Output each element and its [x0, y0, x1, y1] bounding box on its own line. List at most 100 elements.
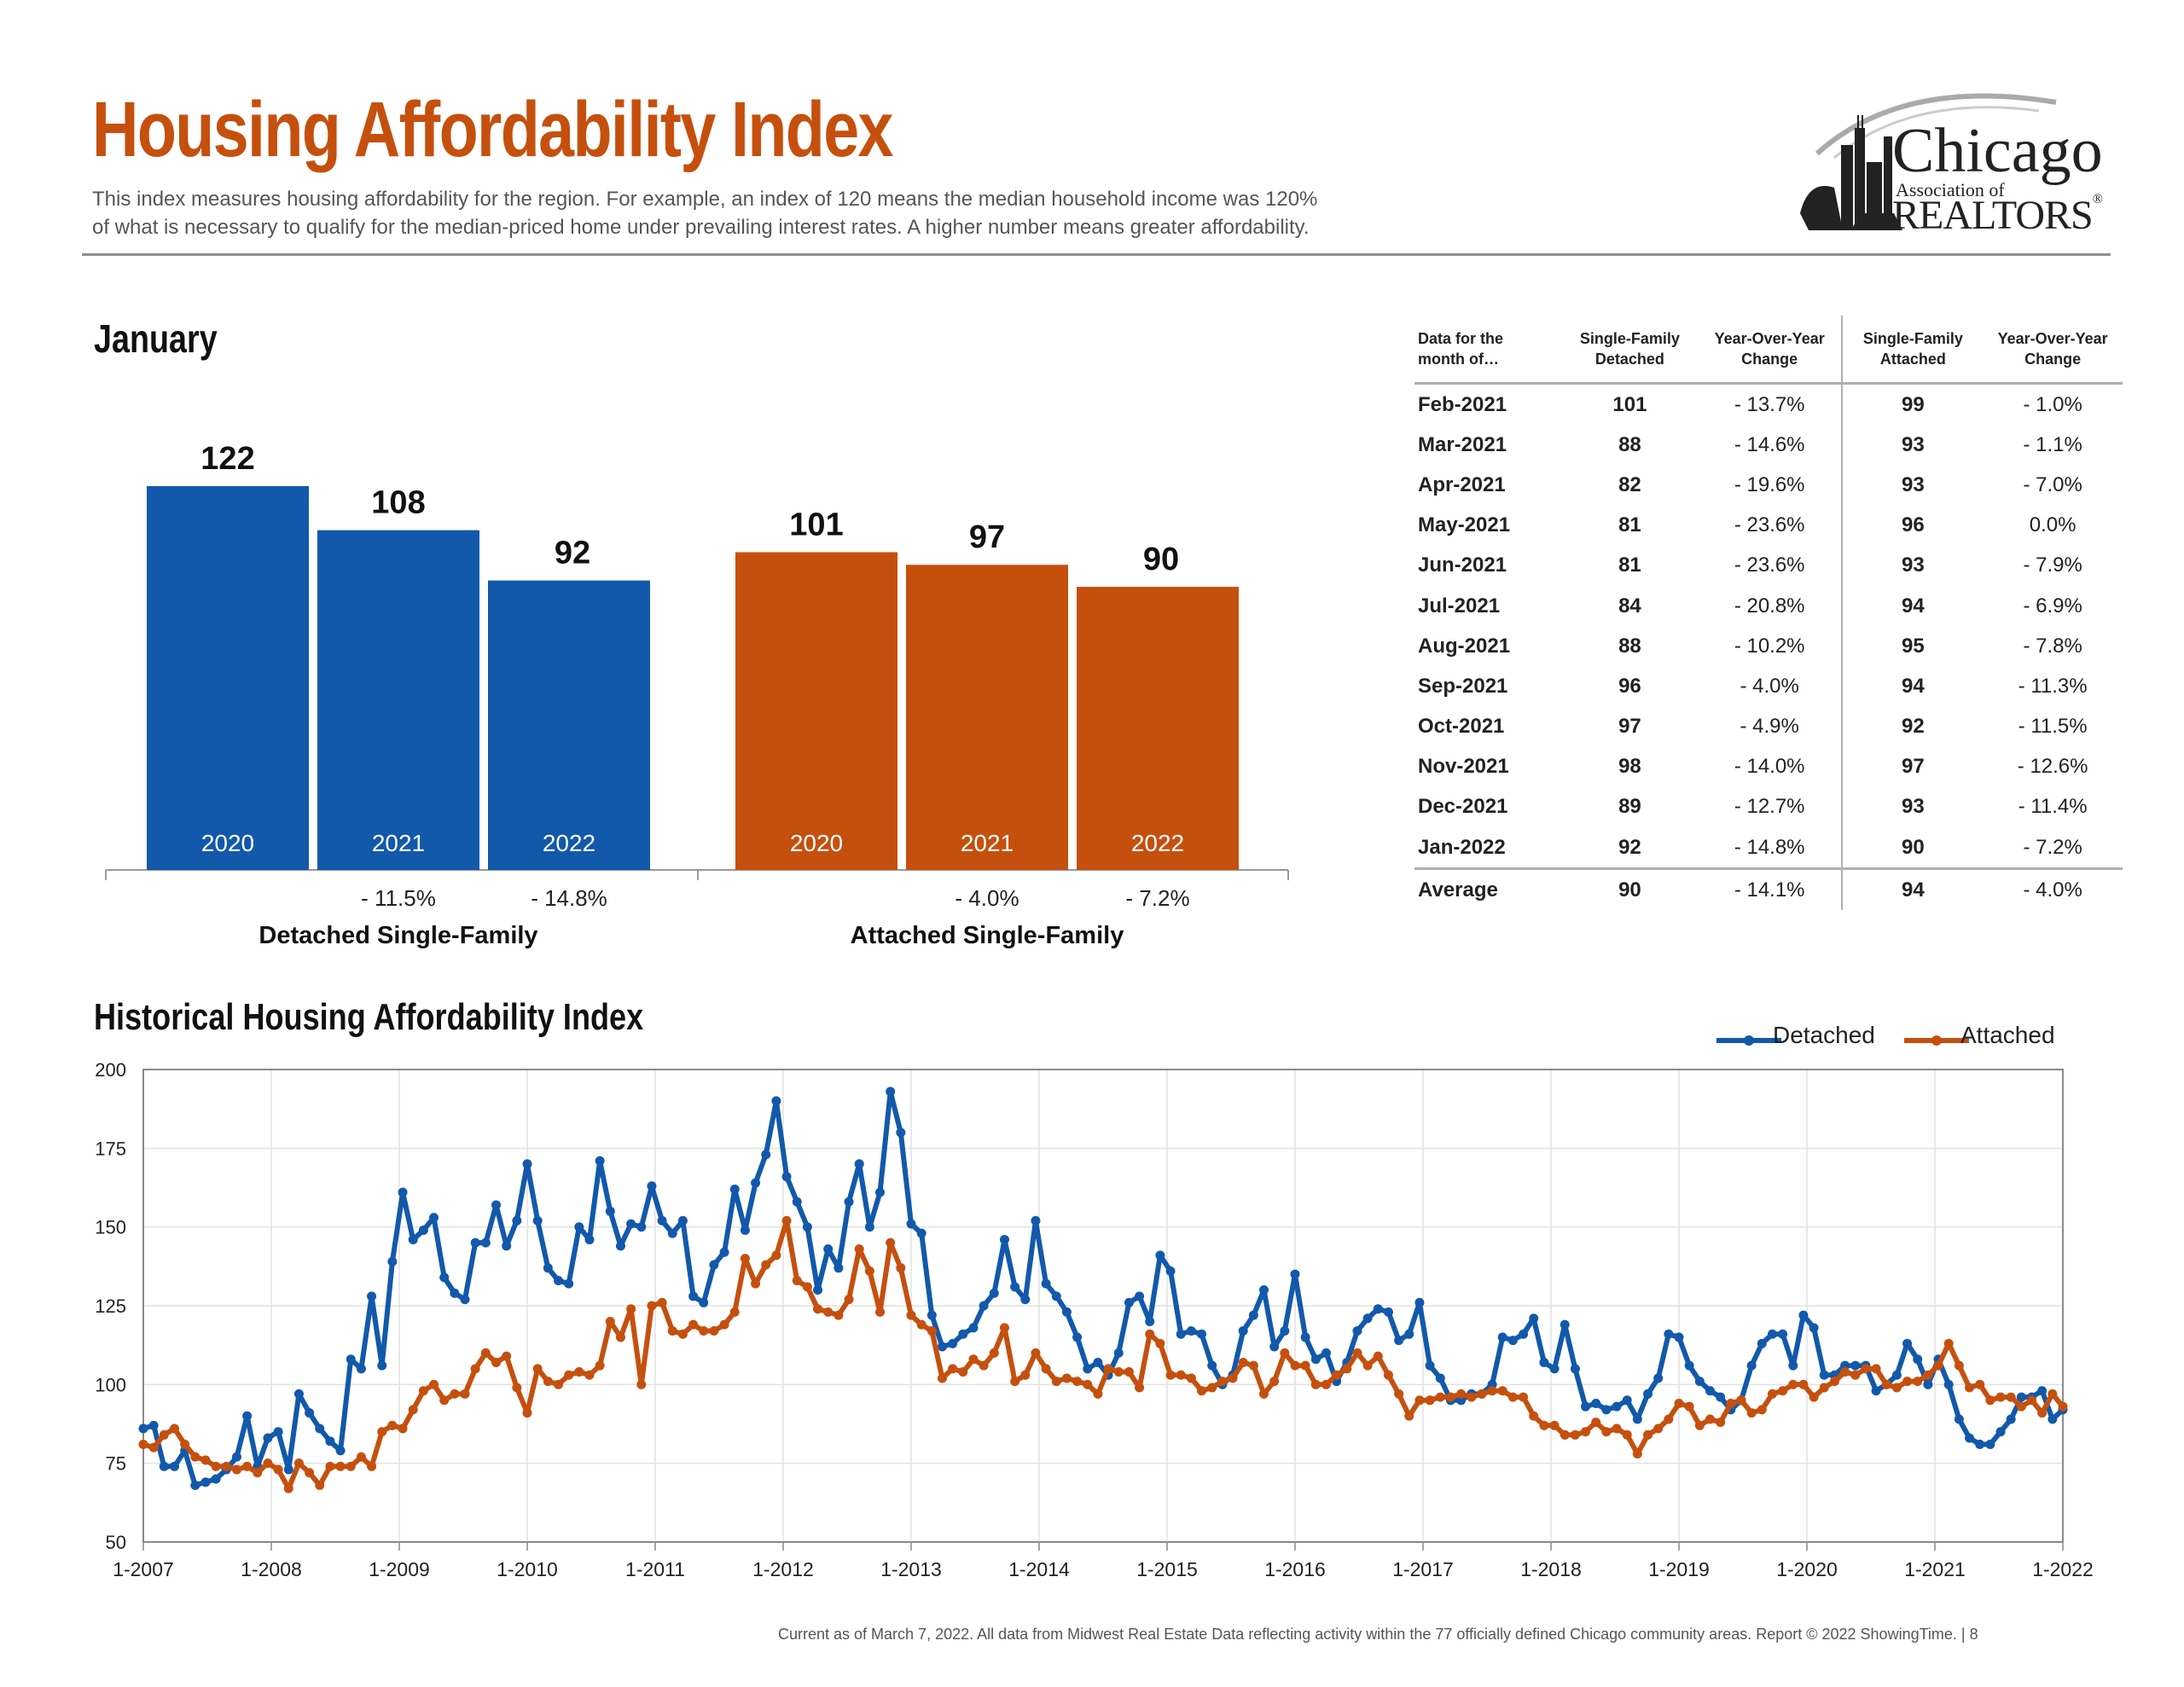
series-point-attached	[1757, 1405, 1767, 1415]
series-point-detached	[699, 1297, 709, 1307]
series-point-detached	[1145, 1316, 1155, 1326]
table-row: Mar-2021 88 - 14.6% 93 - 1.1%	[1414, 425, 2123, 466]
row-month: Average	[1414, 867, 1562, 911]
series-point-detached	[200, 1477, 211, 1487]
bar-value-label: 122	[200, 441, 254, 477]
series-point-attached	[1664, 1414, 1674, 1424]
series-point-detached	[926, 1310, 937, 1320]
series-point-attached	[584, 1370, 595, 1380]
series-point-attached	[1352, 1348, 1362, 1358]
series-point-attached	[491, 1357, 502, 1367]
series-point-attached	[699, 1326, 709, 1336]
series-point-detached	[844, 1197, 854, 1207]
series-point-attached	[2016, 1401, 2026, 1412]
x-tick-label: 1-2019	[1648, 1558, 1710, 1580]
bar-value-label: 97	[969, 519, 1005, 555]
series-point-attached	[221, 1461, 231, 1471]
series-point-detached	[1871, 1386, 1881, 1396]
series-point-attached	[854, 1244, 864, 1255]
series-point-detached	[636, 1222, 647, 1232]
series-point-attached	[1975, 1379, 1985, 1389]
series-point-detached	[1643, 1388, 1653, 1399]
series-point-attached	[1113, 1367, 1124, 1377]
series-point-detached	[802, 1222, 812, 1232]
series-point-attached	[242, 1461, 253, 1471]
series-point-detached	[792, 1197, 802, 1207]
series-point-attached	[367, 1461, 377, 1471]
x-tick-label: 1-2022	[2032, 1558, 2094, 1580]
series-point-detached	[460, 1295, 470, 1305]
col-header-attached: Single-Family Attached	[1842, 316, 1984, 385]
series-point-detached	[335, 1446, 346, 1456]
row-detached-value: 81	[1618, 554, 1641, 577]
legend-detached-label: Detached	[1773, 1022, 1875, 1048]
series-point-detached	[740, 1225, 750, 1235]
row-attached-change: - 7.9%	[2023, 554, 2082, 577]
series-point-detached	[1373, 1304, 1383, 1314]
row-month: Nov-2021	[1418, 755, 1509, 779]
series-point-attached	[1954, 1360, 1964, 1371]
series-point-attached	[1332, 1370, 1342, 1380]
series-point-detached	[367, 1291, 377, 1301]
series-point-detached	[979, 1301, 989, 1311]
bar-category-label: 2020	[790, 830, 843, 856]
col-header-month: Data for the month of…	[1414, 316, 1562, 385]
skyline-logo-icon	[1800, 93, 2057, 230]
series-point-attached	[615, 1332, 625, 1342]
series-point-attached	[937, 1373, 947, 1383]
series-point-attached	[719, 1319, 729, 1330]
series-point-attached	[875, 1307, 886, 1317]
series-point-detached	[958, 1329, 968, 1339]
series-point-attached	[968, 1354, 979, 1365]
series-point-attached	[408, 1405, 418, 1415]
series-point-detached	[418, 1225, 428, 1235]
series-point-attached	[148, 1442, 159, 1452]
series-point-detached	[771, 1096, 781, 1106]
series-point-attached	[709, 1326, 719, 1336]
series-point-attached	[1684, 1401, 1694, 1412]
series-point-detached	[864, 1222, 874, 1232]
row-detached-change: - 14.6%	[1697, 425, 1844, 466]
series-point-attached	[1746, 1408, 1757, 1418]
series-point-attached	[1165, 1370, 1176, 1380]
series-point-attached	[751, 1278, 761, 1289]
series-point-attached	[1041, 1364, 1051, 1374]
series-point-detached	[1352, 1326, 1362, 1336]
series-point-attached	[2037, 1408, 2048, 1418]
x-tick-label: 1-2013	[880, 1558, 942, 1580]
series-point-detached	[1757, 1338, 1767, 1348]
series-point-detached	[1601, 1405, 1612, 1415]
bar-value-label: 108	[371, 485, 425, 521]
bar	[488, 580, 650, 870]
series-point-detached	[1238, 1326, 1248, 1336]
series-point-attached	[948, 1364, 958, 1374]
series-point-detached	[1300, 1332, 1310, 1342]
series-point-detached	[574, 1222, 584, 1232]
series-point-attached	[1456, 1388, 1467, 1399]
table-row: May-2021 81 - 23.6% 96 0.0%	[1414, 505, 2123, 546]
series-point-attached	[1404, 1411, 1414, 1421]
series-point-detached	[906, 1219, 916, 1229]
series-point-attached	[2058, 1401, 2068, 1412]
series-point-detached	[325, 1436, 335, 1446]
plot-frame	[142, 1069, 2064, 1543]
series-point-attached	[657, 1297, 667, 1307]
row-detached-value: 88	[1618, 432, 1641, 456]
series-point-attached	[1300, 1360, 1310, 1371]
series-point-attached	[253, 1468, 263, 1478]
series-point-attached	[906, 1310, 916, 1320]
series-point-attached	[1519, 1392, 1529, 1402]
bar-group-label: Attached Single-Family	[851, 922, 1124, 949]
table-row: Aug-2021 88 - 10.2% 95 - 7.8%	[1414, 626, 2123, 667]
series-point-attached	[1290, 1360, 1300, 1371]
series-point-attached	[450, 1388, 460, 1399]
series-point-detached	[2048, 1414, 2058, 1424]
bar	[906, 565, 1068, 870]
row-month: Mar-2021	[1418, 432, 1507, 456]
bar-change-label: - 4.0%	[955, 885, 1019, 911]
series-point-attached	[335, 1461, 346, 1471]
series-point-attached	[1829, 1377, 1839, 1387]
row-detached-change: - 14.0%	[1697, 746, 1844, 787]
row-attached-change: - 11.4%	[2018, 795, 2088, 819]
series-point-attached	[740, 1254, 750, 1264]
